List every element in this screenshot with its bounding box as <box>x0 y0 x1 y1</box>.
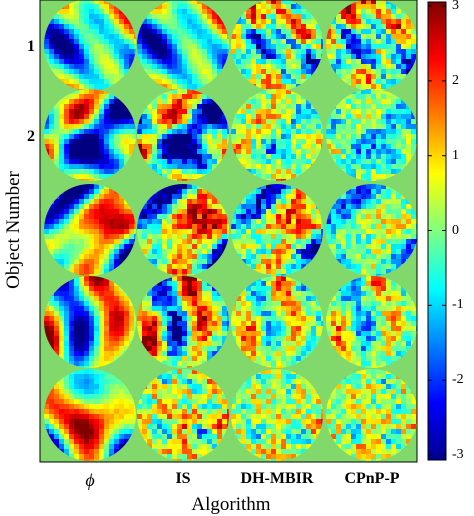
y-axis-label: Object Number <box>3 171 25 289</box>
colorbar-tick-label: 3 <box>452 0 459 14</box>
column-label-is: IS <box>175 470 190 488</box>
colorbar-tick-label: 2 <box>452 73 459 89</box>
colorbar-tick-label: -1 <box>452 297 464 313</box>
row-label-2: 2 <box>27 128 35 146</box>
colorbar-tick-label: 0 <box>452 223 459 239</box>
colorbar-tick-label: -2 <box>452 372 464 388</box>
column-label-cpnp-p: CPnP-P <box>344 470 399 488</box>
x-axis-label: Algorithm <box>191 494 270 516</box>
column-label-phi: ϕ <box>85 470 94 491</box>
row-label-1: 1 <box>27 38 35 56</box>
column-label-dh-mbir: DH-MBIR <box>241 470 314 488</box>
colorbar-tick-label: 1 <box>452 148 459 164</box>
colorbar-tick-label: -3 <box>452 447 464 463</box>
